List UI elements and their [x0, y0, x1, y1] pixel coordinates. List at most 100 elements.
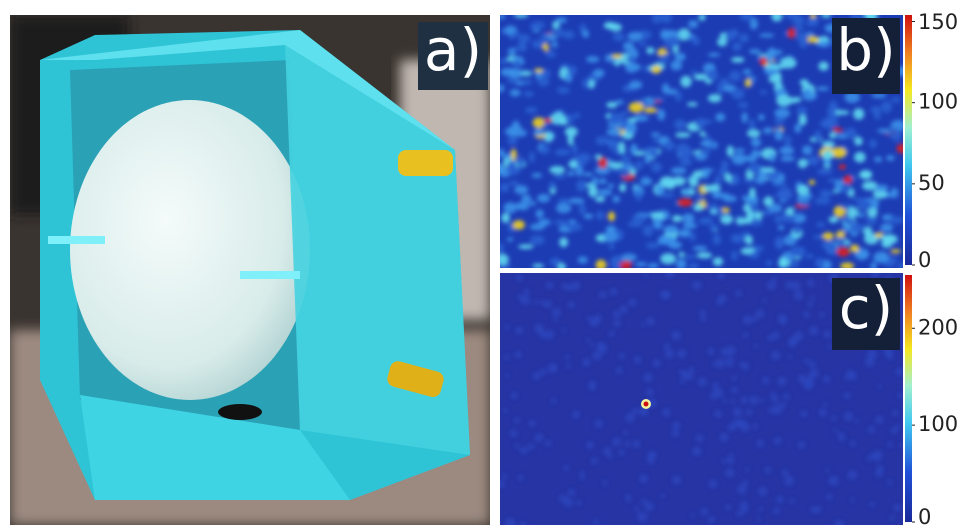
- noise: [850, 441, 856, 447]
- colorbar: [905, 15, 912, 265]
- noise: [743, 315, 752, 324]
- speckle: [643, 147, 659, 154]
- noise: [518, 475, 524, 481]
- speckle: [678, 29, 690, 41]
- speckle: [749, 49, 761, 54]
- speckle: [806, 254, 814, 258]
- noise: [515, 351, 522, 358]
- speckle: [615, 100, 624, 105]
- speckle: [687, 102, 698, 106]
- noise: [517, 294, 523, 300]
- speckle: [569, 198, 585, 204]
- speckle: [497, 84, 504, 92]
- noise: [709, 480, 718, 489]
- speckle: [693, 204, 703, 212]
- speckle: [840, 262, 854, 269]
- noise: [805, 378, 815, 388]
- speckle: [521, 195, 531, 203]
- noise: [662, 408, 670, 416]
- speckle: [635, 161, 643, 170]
- speckle: [549, 182, 555, 191]
- noise: [637, 512, 647, 522]
- noise: [870, 502, 875, 507]
- speckle: [721, 160, 728, 171]
- speckle: [691, 70, 697, 75]
- speckle: [869, 139, 877, 148]
- speckle: [694, 75, 703, 79]
- noise: [819, 312, 824, 317]
- speckle: [850, 222, 860, 233]
- speckle: [724, 173, 731, 182]
- speckle: [763, 127, 772, 134]
- speckle: [543, 43, 549, 51]
- speckle: [618, 142, 625, 154]
- speckle: [651, 66, 661, 74]
- speckle: [680, 230, 691, 234]
- speckle: [537, 194, 550, 203]
- speckle: [799, 201, 810, 207]
- noise: [767, 335, 773, 341]
- speckle: [603, 231, 617, 243]
- speckle: [756, 175, 765, 184]
- noise: [780, 319, 786, 325]
- speckle: [608, 113, 623, 125]
- speckle: [533, 117, 546, 128]
- speckle: [551, 42, 557, 48]
- noise: [527, 443, 534, 450]
- speckle: [678, 252, 685, 257]
- noise: [810, 506, 817, 513]
- speckle: [599, 178, 607, 184]
- speckle: [759, 33, 774, 37]
- speckle: [672, 215, 682, 222]
- noise: [619, 353, 625, 359]
- speckle: [746, 210, 754, 222]
- speckle: [842, 183, 852, 194]
- speckle: [750, 252, 759, 259]
- speckle: [711, 209, 717, 213]
- noise: [592, 351, 601, 360]
- speckle: [629, 80, 642, 89]
- noise: [609, 331, 615, 337]
- noise: [825, 468, 829, 472]
- noise: [707, 348, 714, 355]
- speckle: [717, 38, 727, 47]
- speckle: [568, 219, 576, 223]
- noise: [597, 342, 605, 350]
- speckle: [608, 162, 623, 168]
- speckle: [612, 196, 620, 203]
- noise: [653, 359, 661, 367]
- noise: [809, 361, 816, 368]
- speckle: [821, 243, 829, 247]
- noise: [561, 328, 565, 332]
- noise: [616, 367, 623, 374]
- speckle: [562, 31, 574, 39]
- speckle: [540, 145, 550, 154]
- noise: [823, 375, 830, 382]
- speckle: [727, 146, 734, 157]
- noise: [810, 368, 819, 377]
- speckle: [625, 122, 637, 133]
- speckle: [507, 237, 513, 241]
- speckle: [715, 175, 722, 186]
- noise: [543, 302, 547, 306]
- speckle: [760, 57, 767, 65]
- noise: [803, 311, 809, 317]
- speckle: [510, 89, 521, 97]
- noise: [661, 494, 665, 498]
- noise: [535, 433, 544, 442]
- noise: [565, 355, 570, 360]
- speckle: [760, 90, 767, 94]
- speckle: [823, 232, 834, 240]
- speckle: [745, 79, 751, 88]
- noise: [515, 444, 519, 448]
- speckle: [796, 107, 807, 116]
- speckle: [734, 148, 746, 152]
- noise: [613, 319, 621, 327]
- speckle: [626, 56, 636, 63]
- noise: [515, 327, 523, 335]
- speckle: [575, 166, 583, 176]
- speckle: [651, 132, 660, 136]
- noise: [644, 273, 648, 277]
- noise: [641, 499, 647, 505]
- speckle: [773, 183, 788, 187]
